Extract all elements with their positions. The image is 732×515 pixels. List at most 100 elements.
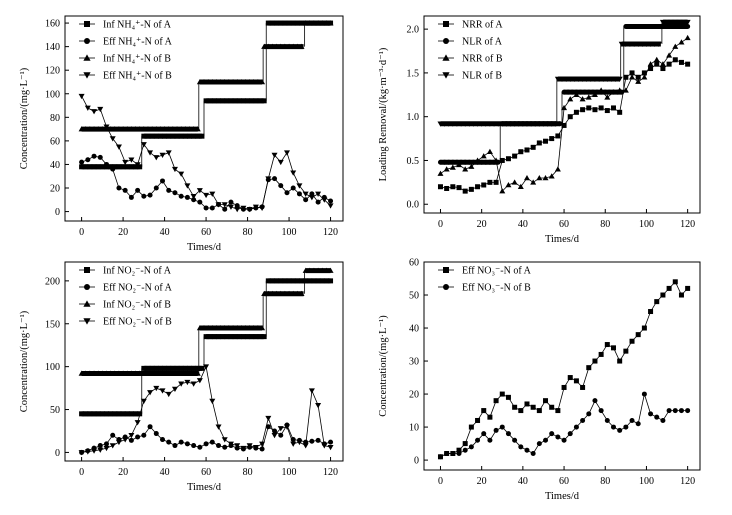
- data-point: [444, 185, 450, 191]
- data-point: [536, 174, 543, 181]
- data-point: [327, 203, 334, 209]
- data-point: [162, 365, 168, 371]
- data-point: [532, 121, 539, 127]
- y-tick-label: 80: [50, 113, 60, 124]
- data-point: [194, 126, 201, 132]
- data-point: [319, 20, 326, 26]
- data-point: [666, 408, 672, 414]
- data-point: [82, 370, 89, 376]
- data-point: [617, 109, 623, 115]
- data-point: [232, 334, 238, 340]
- data-point: [656, 24, 662, 30]
- data-point: [182, 370, 189, 376]
- data-point: [563, 76, 570, 83]
- data-point: [78, 93, 85, 100]
- y-tick-label: 0.5: [407, 156, 420, 167]
- data-point: [238, 78, 245, 85]
- data-point: [308, 195, 315, 201]
- data-point: [672, 24, 678, 30]
- data-point: [278, 278, 284, 284]
- data-point: [265, 20, 271, 26]
- data-point: [128, 411, 134, 417]
- data-point: [302, 191, 309, 197]
- data-point: [505, 181, 512, 188]
- legend: Inf NO₂⁻-N of A Eff NO₂⁻-N of A Inf NO₂⁻-N…: [79, 266, 173, 328]
- data-point: [554, 166, 561, 172]
- data-point: [135, 434, 141, 440]
- data-point: [302, 267, 309, 273]
- data-point: [115, 126, 122, 132]
- data-point: [635, 421, 641, 427]
- data-point: [648, 309, 654, 315]
- data-point: [222, 444, 228, 450]
- data-point: [294, 290, 301, 296]
- data-point: [209, 78, 216, 85]
- data-point: [128, 433, 135, 439]
- data-point: [302, 443, 309, 449]
- data-point: [684, 19, 691, 26]
- data-point: [234, 325, 241, 331]
- data-point: [311, 278, 317, 284]
- x-tick-label: 80: [600, 476, 610, 487]
- data-point: [190, 194, 197, 200]
- data-point: [296, 191, 302, 197]
- x-tick-label: 20: [118, 467, 128, 478]
- data-point: [493, 427, 499, 433]
- data-point: [195, 365, 201, 371]
- data-point: [604, 342, 610, 348]
- x-tick-label: 0: [438, 476, 443, 487]
- data-point: [133, 164, 139, 170]
- data-point: [278, 20, 284, 26]
- data-point: [205, 325, 212, 331]
- data-point: [197, 199, 203, 205]
- data-point: [194, 370, 201, 376]
- data-point: [132, 126, 139, 132]
- data-point: [128, 437, 134, 443]
- data-point: [579, 96, 586, 102]
- data-point: [612, 76, 619, 83]
- data-point: [462, 121, 469, 127]
- series-1: [79, 422, 334, 455]
- legend-marker: [84, 267, 90, 273]
- data-point: [265, 290, 272, 296]
- data-point: [213, 325, 220, 331]
- data-point: [323, 278, 329, 284]
- data-point: [456, 161, 463, 168]
- chart-bottom-left: 0 20 40 60 80 100 120 0 50 100 150 200 Times/d Concen…: [19, 261, 344, 493]
- data-point: [672, 279, 678, 285]
- data-point: [582, 89, 588, 95]
- x-tick-label: 120: [323, 227, 338, 238]
- data-point: [277, 159, 284, 166]
- data-point: [133, 411, 139, 417]
- series-line: [440, 392, 688, 458]
- data-point: [523, 121, 530, 127]
- data-point: [153, 133, 159, 139]
- data-point: [294, 278, 300, 284]
- legend-marker: [443, 21, 449, 27]
- data-point: [182, 133, 188, 139]
- data-point: [228, 199, 234, 205]
- data-point: [84, 449, 91, 455]
- data-point: [157, 126, 164, 132]
- data-point: [265, 43, 272, 49]
- data-point: [116, 164, 122, 170]
- data-point: [253, 334, 259, 340]
- data-point: [512, 153, 518, 159]
- legend-marker: [442, 72, 450, 79]
- data-point: [450, 184, 456, 190]
- data-point: [323, 267, 330, 273]
- data-point: [573, 109, 579, 115]
- data-point: [203, 192, 210, 199]
- data-point: [298, 43, 305, 49]
- data-point: [561, 437, 567, 443]
- data-point: [149, 133, 155, 139]
- data-point: [147, 424, 153, 430]
- data-point: [249, 98, 255, 104]
- data-point: [627, 24, 633, 30]
- data-point: [112, 164, 118, 170]
- data-point: [141, 365, 147, 371]
- data-point: [598, 87, 605, 93]
- data-point: [559, 76, 565, 83]
- data-point: [124, 126, 131, 132]
